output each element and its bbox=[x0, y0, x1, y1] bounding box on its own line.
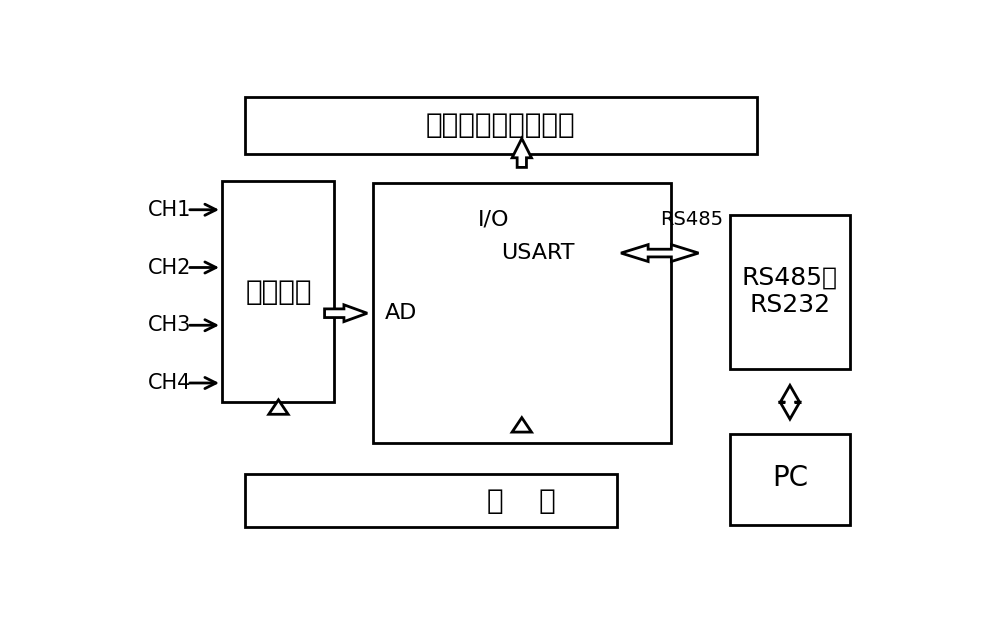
Text: CH4: CH4 bbox=[148, 373, 192, 393]
Text: 当前通道采集标记灯: 当前通道采集标记灯 bbox=[426, 111, 576, 139]
Text: 电    源: 电 源 bbox=[487, 487, 556, 515]
Bar bbox=[373, 183, 671, 443]
Bar bbox=[222, 181, 334, 402]
Polygon shape bbox=[621, 244, 698, 261]
Text: CH3: CH3 bbox=[148, 315, 192, 335]
Text: RS485: RS485 bbox=[660, 210, 723, 229]
Text: AD: AD bbox=[385, 303, 417, 323]
Text: PC: PC bbox=[772, 464, 808, 492]
Polygon shape bbox=[269, 400, 288, 414]
Bar bbox=[730, 214, 850, 369]
Bar bbox=[245, 97, 757, 154]
Text: CH1: CH1 bbox=[148, 200, 192, 220]
Bar bbox=[245, 474, 617, 528]
Text: USART: USART bbox=[501, 243, 574, 263]
Polygon shape bbox=[512, 139, 531, 168]
Polygon shape bbox=[780, 386, 800, 419]
Text: I/O: I/O bbox=[477, 209, 509, 229]
Text: CH2: CH2 bbox=[148, 258, 192, 278]
Text: 电平转换: 电平转换 bbox=[245, 278, 312, 306]
Polygon shape bbox=[512, 418, 531, 432]
Text: RS485转
RS232: RS485转 RS232 bbox=[742, 266, 838, 318]
Polygon shape bbox=[325, 305, 367, 322]
Bar bbox=[730, 434, 850, 525]
